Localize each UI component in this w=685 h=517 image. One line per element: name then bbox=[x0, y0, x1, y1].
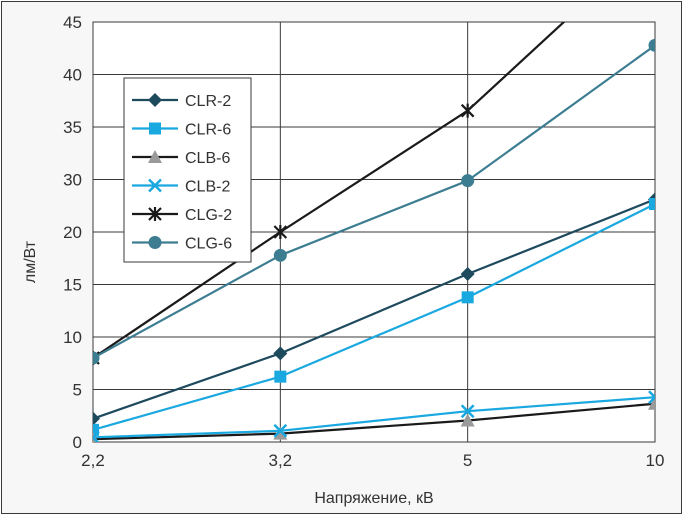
data-point-clb-2 bbox=[460, 404, 475, 419]
legend-marker-clg-2 bbox=[148, 207, 162, 221]
x-tick-label: 10 bbox=[646, 451, 665, 470]
y-tick-label: 5 bbox=[73, 381, 82, 400]
y-tick-label: 45 bbox=[63, 13, 82, 32]
data-point-clr-2 bbox=[460, 267, 475, 281]
data-point-clr-6 bbox=[649, 198, 655, 210]
data-point-clg-6 bbox=[648, 38, 655, 52]
data-point-clr-6 bbox=[274, 370, 287, 383]
x-axis-ticks: 2,2 3,2 5 10 bbox=[81, 451, 664, 470]
x-tick-label: 2,2 bbox=[81, 451, 105, 470]
legend-label-clg-6: CLG-6 bbox=[185, 236, 232, 253]
data-point-clb-2 bbox=[648, 390, 655, 405]
y-tick-label: 15 bbox=[63, 276, 82, 295]
x-tick-label: 3,2 bbox=[269, 451, 293, 470]
legend-marker-clb-2 bbox=[148, 178, 162, 193]
data-point-clr-2 bbox=[93, 411, 100, 426]
legend-marker-clr-2 bbox=[148, 93, 162, 107]
data-point-clb-2 bbox=[273, 423, 288, 438]
data-point-clg-6 bbox=[93, 351, 100, 365]
y-axis-label: лм/Вт bbox=[22, 240, 39, 283]
y-tick-label: 0 bbox=[73, 433, 82, 452]
data-point-clg-2 bbox=[460, 103, 475, 118]
x-tick-label: 5 bbox=[463, 451, 472, 470]
y-tick-label: 10 bbox=[63, 328, 82, 347]
series-line-clr-2 bbox=[93, 198, 655, 420]
data-point-clb-6 bbox=[273, 426, 288, 440]
data-point-clb-2 bbox=[93, 430, 100, 442]
y-axis-ticks: 0 5 10 15 20 30 35 40 45 bbox=[63, 13, 82, 452]
data-point-clr-6 bbox=[93, 423, 99, 436]
legend-marker-clb-6 bbox=[148, 150, 162, 163]
y-tick-label: 35 bbox=[63, 118, 82, 137]
data-point-clg-6 bbox=[273, 248, 287, 262]
data-point-clr-6 bbox=[461, 291, 474, 304]
series-line-clb-6 bbox=[93, 402, 655, 441]
series-line-clg-2 bbox=[93, 22, 566, 359]
data-point-clg-2 bbox=[273, 225, 288, 239]
data-point-clr-2 bbox=[273, 346, 288, 361]
series-line-clr-6 bbox=[93, 203, 655, 431]
legend-label-clb-6: CLB-6 bbox=[185, 150, 230, 167]
legend-marker-clr-6 bbox=[149, 122, 161, 135]
legend-box bbox=[123, 77, 252, 263]
legend-label-clr-2: CLR-2 bbox=[185, 93, 231, 110]
series-line-clb-2 bbox=[93, 396, 655, 439]
legend-marker-clg-6 bbox=[148, 236, 162, 249]
series-line-clg-6 bbox=[93, 44, 655, 359]
legend: CLR-2 CLR-6 CLB-6 CLB-2 CLG-2 CLG-6 bbox=[123, 77, 252, 263]
y-tick-label: 40 bbox=[63, 66, 82, 85]
data-point-clg-6 bbox=[461, 174, 475, 188]
y-tick-label: 30 bbox=[63, 171, 82, 190]
legend-label-clb-2: CLB-2 bbox=[185, 179, 230, 196]
data-point-clb-6 bbox=[460, 413, 475, 427]
series-markers bbox=[93, 38, 655, 442]
series-lines bbox=[93, 22, 655, 441]
x-axis-label: Напряжение, кВ bbox=[314, 490, 433, 507]
legend-label-clr-6: CLR-6 bbox=[185, 122, 231, 139]
legend-label-clg-2: CLG-2 bbox=[185, 207, 232, 224]
y-tick-label: 20 bbox=[63, 223, 82, 242]
